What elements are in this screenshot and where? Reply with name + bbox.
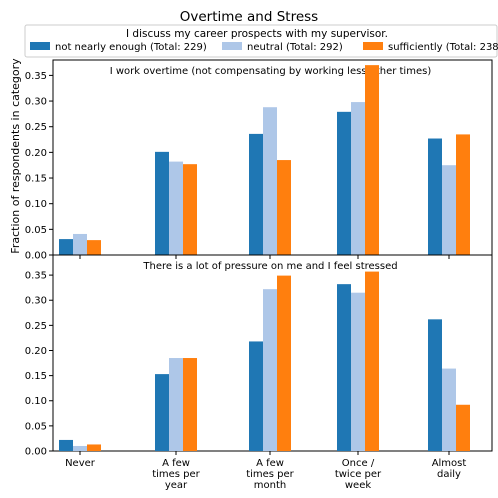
y-tick-label: 0.20 xyxy=(25,148,47,159)
bar-neutral-3 xyxy=(351,292,365,451)
y-tick-label: 0.15 xyxy=(25,174,47,185)
bar-neutral-1 xyxy=(169,358,183,451)
top-panel: 0.00 0.05 0.10 0.15 0.20 0.25 0.30 0.35 I work o… xyxy=(25,59,493,262)
bar-not-nearly-enough-4 xyxy=(428,138,442,255)
bar-sufficiently-4 xyxy=(456,404,470,451)
y-tick-label: 0.05 xyxy=(25,421,47,432)
bar-not-nearly-enough-1 xyxy=(155,374,169,451)
chart-title: Overtime and Stress xyxy=(180,9,318,25)
y-tick-label: 0.35 xyxy=(25,71,47,82)
panel-title: I work overtime (not compensating by wor… xyxy=(110,66,432,77)
bar-neutral-3 xyxy=(351,102,365,255)
bar-sufficiently-0 xyxy=(87,444,101,451)
bar-not-nearly-enough-0 xyxy=(59,439,73,451)
bar-sufficiently-4 xyxy=(456,134,470,255)
bar-not-nearly-enough-2 xyxy=(249,133,263,255)
y-tick-label: 0.05 xyxy=(25,225,47,236)
y-axis-label: Fraction of respondents in category xyxy=(9,58,22,254)
bar-sufficiently-2 xyxy=(277,160,291,255)
y-tick-label: 0.35 xyxy=(25,271,47,282)
x-tick-label: Never xyxy=(65,458,96,469)
bar-not-nearly-enough-2 xyxy=(249,341,263,451)
y-tick-label: 0.30 xyxy=(25,97,47,108)
x-tick-label: A few times per month xyxy=(246,458,294,491)
legend-title: I discuss my career prospects with my su… xyxy=(126,28,388,40)
bar-sufficiently-2 xyxy=(277,275,291,451)
bar-not-nearly-enough-3 xyxy=(337,284,351,451)
bar-sufficiently-0 xyxy=(87,240,101,255)
bar-neutral-2 xyxy=(263,289,277,451)
y-tick-label: 0.20 xyxy=(25,346,47,357)
legend-label-2: sufficiently (Total: 238) xyxy=(388,42,498,53)
bar-neutral-2 xyxy=(263,107,277,255)
bar-not-nearly-enough-1 xyxy=(155,151,169,255)
legend-swatch-1 xyxy=(222,42,242,50)
legend-label-0: not nearly enough (Total: 229) xyxy=(55,42,207,53)
legend-swatch-0 xyxy=(30,42,50,50)
bar-not-nearly-enough-3 xyxy=(337,111,351,255)
bar-neutral-0 xyxy=(73,233,87,255)
legend-items: not nearly enough (Total: 229) neutral (T… xyxy=(30,42,498,53)
bar-neutral-4 xyxy=(442,165,456,255)
bar-not-nearly-enough-4 xyxy=(428,319,442,451)
y-tick-label: 0.15 xyxy=(25,371,47,382)
panel-title: There is a lot of pressure on me and I f… xyxy=(142,261,397,272)
legend-label-1: neutral (Total: 292) xyxy=(247,42,343,53)
legend-swatch-2 xyxy=(363,42,383,50)
y-tick-label: 0.00 xyxy=(25,447,47,458)
y-tick-label: 0.30 xyxy=(25,296,47,307)
bar-sufficiently-3 xyxy=(365,271,379,451)
y-tick-label: 0.25 xyxy=(25,321,47,332)
y-tick-label: 0.10 xyxy=(25,199,47,210)
bar-neutral-0 xyxy=(73,445,87,451)
bar-not-nearly-enough-0 xyxy=(59,239,73,255)
y-tick-label: 0.00 xyxy=(25,251,47,262)
legend: I discuss my career prospects with my su… xyxy=(24,24,498,58)
bar-sufficiently-1 xyxy=(183,358,197,451)
x-tick-label: A few times per year xyxy=(152,458,200,491)
x-tick-label: Once / twice per week xyxy=(335,458,382,491)
y-tick-label: 0.25 xyxy=(25,122,47,133)
bar-sufficiently-1 xyxy=(183,164,197,255)
x-tick-label: Almost daily xyxy=(432,458,467,480)
bottom-panel: 0.00 0.05 0.10 0.15 0.20 0.25 0.30 0.35 There is… xyxy=(25,254,493,491)
bar-sufficiently-3 xyxy=(365,65,379,255)
bar-neutral-1 xyxy=(169,161,183,255)
y-tick-label: 0.10 xyxy=(25,396,47,407)
bar-neutral-4 xyxy=(442,368,456,451)
